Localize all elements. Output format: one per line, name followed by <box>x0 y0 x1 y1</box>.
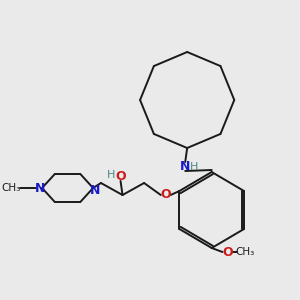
Text: H: H <box>190 162 198 172</box>
Text: N: N <box>90 184 100 196</box>
Text: O: O <box>222 245 233 259</box>
Text: H: H <box>106 170 115 180</box>
Text: CH₃: CH₃ <box>236 247 255 257</box>
Text: O: O <box>115 170 126 184</box>
Text: O: O <box>160 188 171 202</box>
Text: CH₃: CH₃ <box>1 183 20 193</box>
Text: N: N <box>35 182 45 194</box>
Text: N: N <box>180 160 190 172</box>
